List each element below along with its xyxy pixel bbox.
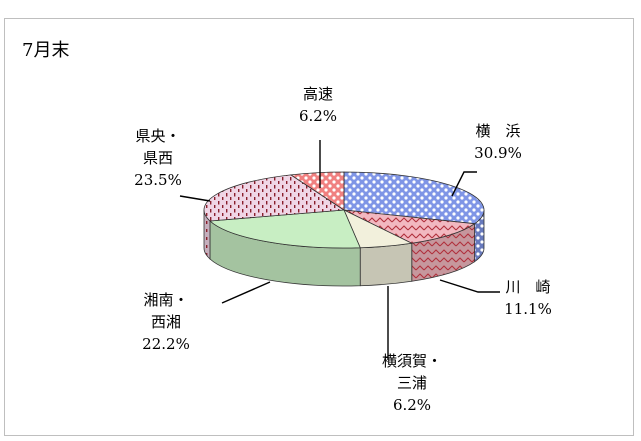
pie-slice-4 [203, 174, 346, 222]
leader-line-3 [221, 281, 271, 304]
slice-category-label: 川 崎 [505, 278, 550, 296]
slice-value-label: 30.9% [474, 144, 522, 162]
slice-label-2: 横須賀・三浦 6.2% [382, 352, 442, 414]
pie-slice-3 [209, 209, 361, 249]
slice-category-label: 横 浜 [475, 122, 520, 140]
slice-label-5: 高速 6.2% [299, 85, 337, 125]
slice-category-label: 県央・ [135, 127, 180, 145]
leader-line-4 [179, 195, 211, 202]
pie-slice-1 [343, 209, 476, 244]
slice-label-4: 県央・県西 23.5% [134, 127, 182, 189]
leader-line-1 [439, 279, 500, 293]
slice-category-label: 湘南・ [143, 291, 188, 309]
pie-slice-0 [343, 171, 485, 225]
pie-side-2 [359, 242, 413, 287]
slice-label-1: 川 崎 11.1% [504, 278, 552, 318]
slice-category-label: 三浦 [397, 374, 427, 392]
chart-period-label: 7月末 [22, 40, 70, 61]
slice-category-label: 横須賀・ [382, 352, 442, 370]
slice-category-label: 西湘 [151, 313, 181, 331]
slice-value-label: 6.2% [299, 107, 337, 125]
slice-value-label: 22.2% [142, 335, 190, 353]
slice-label-0: 横 浜 30.9% [474, 122, 522, 162]
slice-category-label: 高速 [303, 85, 333, 103]
slice-value-label: 23.5% [134, 171, 182, 189]
slice-label-3: 湘南・西湘 22.2% [142, 291, 190, 353]
pie-slice-5 [289, 171, 345, 211]
slice-category-label: 県西 [143, 149, 173, 167]
leader-line-0 [451, 171, 477, 197]
slice-value-label: 6.2% [393, 396, 431, 414]
slice-value-label: 11.1% [504, 300, 552, 318]
